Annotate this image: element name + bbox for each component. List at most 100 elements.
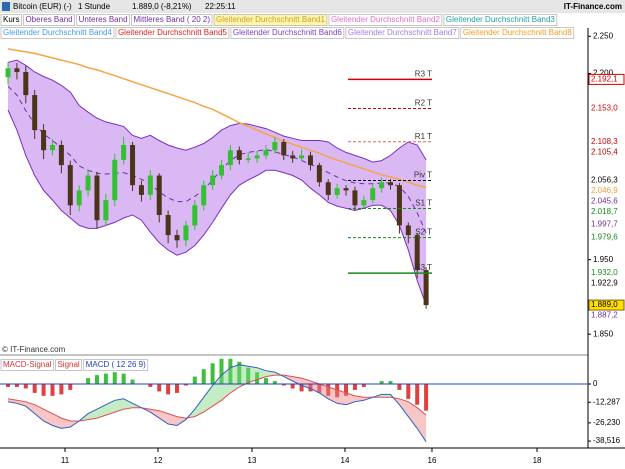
macd-signal-fill (337, 389, 346, 405)
price-marker-label: 1.979,6 (591, 233, 618, 242)
candle-body (414, 235, 420, 271)
histogram-bar (148, 384, 153, 387)
histogram-bar (192, 376, 197, 384)
histogram-bar (130, 379, 135, 384)
price-marker-box (589, 310, 624, 321)
legend-entry: Gleitender Durchschnitt Band8 (463, 28, 573, 37)
legend-box (345, 27, 460, 39)
header-bar (0, 0, 625, 13)
histogram-bar (219, 358, 224, 384)
legend-entry: Gleitender Durchschnitt Band1 (216, 15, 326, 24)
legend-box (0, 27, 115, 39)
y-tick-label: 1.850 (593, 329, 614, 338)
histogram-bar (23, 384, 28, 389)
x-tick-label: 12 (154, 456, 163, 465)
histogram-bar (344, 384, 349, 396)
histogram-bar (406, 384, 411, 399)
legend-entry: Gleitender Durchschnitt Band6 (233, 28, 343, 37)
macd-signal-fill (114, 398, 124, 413)
histogram-bar (281, 384, 286, 386)
candle-body (112, 159, 118, 201)
price-marker-box (589, 103, 624, 114)
upper-band (7, 59, 427, 163)
legend-box (213, 14, 328, 26)
histogram-bar (175, 384, 180, 393)
candle-body (405, 225, 411, 236)
legend-entry: MACD-Signal (3, 360, 52, 369)
candle-body (254, 155, 260, 159)
y-tick-label: 0 (593, 379, 598, 388)
candle-body (192, 205, 198, 226)
candle-body (121, 145, 127, 160)
legend-entry: MACD ( 12 26 9) (86, 360, 146, 369)
candle-body (14, 68, 20, 73)
source-note: © IT-Finance.com (2, 345, 66, 354)
header-title: Bitcoin (EUR) (-) (13, 2, 72, 11)
header-icon (2, 2, 10, 11)
price-marker-box (589, 186, 624, 197)
histogram-bar (352, 384, 357, 390)
legend-box (443, 14, 558, 26)
histogram-bar (246, 367, 251, 384)
histogram-bar (379, 381, 384, 384)
histogram-bar (59, 384, 64, 395)
candle-body (67, 165, 73, 206)
candle-body (236, 150, 242, 160)
y-tick-label: 2.250 (593, 31, 614, 40)
candle-body (245, 158, 251, 160)
legend-box (230, 27, 345, 39)
middle-band (7, 85, 427, 234)
price-marker-box (589, 232, 624, 243)
legend-entry: Unteres Band (79, 15, 128, 24)
legend-entry: Kurs (3, 15, 19, 24)
candle-body (49, 145, 55, 151)
macd-signal-fill (150, 409, 160, 419)
candle-body (23, 72, 29, 96)
y-tick-label: 2.200 (593, 69, 614, 78)
histogram-bar (263, 378, 268, 384)
pivot-label: R3 T (415, 70, 432, 79)
candle-body (174, 235, 180, 241)
price-marker-box (589, 278, 624, 289)
histogram-bar (166, 384, 171, 395)
candle-body (165, 215, 171, 236)
macd-line (7, 364, 427, 443)
histogram-bar (103, 373, 108, 384)
histogram-bar (335, 384, 340, 398)
signal-line (7, 374, 427, 422)
candle-body (281, 142, 287, 156)
candle-body (147, 175, 153, 195)
histogram-bar (317, 384, 322, 393)
price-marker-box (588, 299, 625, 311)
legend-box (328, 14, 443, 26)
moving-average (7, 48, 427, 189)
y-tick-label: 1.950 (593, 255, 614, 264)
x-tick-label: 16 (428, 456, 437, 465)
price-marker-box (588, 73, 625, 85)
candle-body (130, 145, 136, 186)
price-marker-box (589, 207, 624, 218)
candle-body (379, 182, 385, 189)
price-marker-label: 2.045,6 (591, 197, 618, 206)
candle-body (388, 182, 394, 186)
macd-signal-fill (381, 394, 391, 398)
macd-signal-fill (123, 398, 133, 410)
candle-body (183, 225, 189, 241)
histogram-bar (41, 384, 46, 396)
histogram-bar (272, 381, 277, 384)
price-marker-box (589, 175, 624, 186)
header-brand: IT-Finance.com (564, 2, 622, 11)
macd-signal-fill (399, 398, 409, 417)
price-marker-label: 2.105,4 (591, 147, 618, 156)
price-marker-box (589, 268, 624, 279)
macd-signal-fill (248, 366, 258, 383)
candle-body (334, 188, 340, 195)
macd-signal-fill (194, 397, 204, 417)
candle-body (201, 185, 207, 206)
legend-box (76, 14, 130, 26)
histogram-bar (14, 384, 19, 387)
legend-box (460, 27, 575, 39)
histogram-bar (424, 384, 429, 411)
histogram-bar (121, 373, 126, 384)
candle-body (316, 165, 322, 183)
